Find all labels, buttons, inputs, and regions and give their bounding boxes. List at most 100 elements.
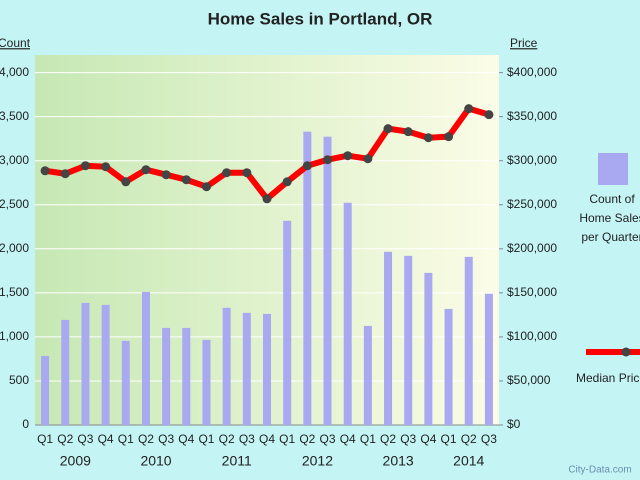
x-tick-label: Q3: [239, 432, 255, 446]
x-tick-label: Q3: [77, 432, 93, 446]
price-marker: [302, 161, 312, 171]
price-marker: [101, 162, 111, 172]
x-tick-label: Q1: [441, 432, 457, 446]
x-tick-label: Q4: [259, 432, 275, 446]
y2-tick-label: $350,000: [507, 109, 557, 123]
price-marker: [121, 177, 131, 187]
price-marker: [262, 194, 272, 204]
price-marker: [343, 151, 353, 161]
x-tick-label: Q4: [178, 432, 194, 446]
price-marker: [242, 168, 252, 178]
bar: [464, 256, 473, 425]
bar: [444, 308, 453, 425]
bar: [81, 302, 90, 425]
y-tick-label: 4,000: [0, 65, 29, 79]
bar: [162, 327, 171, 425]
x-tick-label: Q1: [279, 432, 295, 446]
x-tick-label: Q3: [158, 432, 174, 446]
y-axis-label: Count: [0, 36, 31, 50]
x-tick-label: Q3: [320, 432, 336, 446]
year-label: 2009: [60, 453, 91, 469]
year-label: 2011: [222, 453, 252, 469]
y-tick-label: 2,500: [0, 197, 29, 211]
price-marker: [383, 124, 393, 134]
bar: [283, 220, 292, 425]
bar: [202, 339, 211, 425]
y-tick-label: 3,000: [0, 153, 29, 167]
y-tick-label: 500: [9, 373, 29, 387]
year-label: 2014: [453, 453, 484, 469]
legend-label-box: Count of Home Sales per Quarter: [579, 192, 640, 244]
y-tick-label: 0: [22, 417, 29, 431]
x-tick-label: Q1: [37, 432, 53, 446]
bar: [121, 340, 130, 425]
x-tick-label: Q2: [138, 432, 154, 446]
bar: [384, 251, 393, 425]
y2-tick-label: $50,000: [507, 373, 551, 387]
x-tick-label: Q2: [461, 432, 477, 446]
y-tick-label: 3,500: [0, 109, 29, 123]
x-tick-label: Q2: [219, 432, 235, 446]
price-marker: [423, 133, 433, 143]
x-tick-label: Q1: [118, 432, 134, 446]
bar: [484, 293, 493, 425]
bar: [222, 307, 231, 425]
bar: [182, 327, 191, 425]
price-marker: [363, 154, 373, 164]
year-label: 2010: [140, 453, 171, 469]
y2-tick-label: $200,000: [507, 241, 557, 255]
legend-marker: [621, 347, 631, 357]
year-label: 2012: [302, 453, 333, 469]
legend-label: Median Price: [576, 371, 640, 385]
bar: [101, 304, 110, 425]
x-tick-label: Q2: [299, 432, 315, 446]
x-tick-label: Q4: [420, 432, 436, 446]
year-label: 2013: [383, 453, 414, 469]
x-tick-label: Q4: [340, 432, 356, 446]
price-marker: [484, 110, 494, 120]
price-marker: [181, 175, 191, 185]
bar: [343, 202, 352, 425]
price-marker: [444, 132, 454, 142]
y-tick-label: 2,000: [0, 241, 29, 255]
chart-title: Home Sales in Portland, OR: [208, 9, 433, 28]
price-marker: [80, 161, 90, 171]
x-tick-label: Q3: [400, 432, 416, 446]
bar: [242, 312, 251, 425]
x-tick-label: Q1: [198, 432, 214, 446]
price-marker: [141, 165, 151, 175]
legend-swatch: [598, 153, 628, 185]
price-marker: [201, 182, 211, 192]
price-marker: [60, 169, 70, 179]
price-marker: [161, 170, 171, 180]
y2-tick-label: $400,000: [507, 65, 557, 79]
y2-tick-label: $100,000: [507, 329, 557, 343]
x-tick-label: Q2: [380, 432, 396, 446]
bar: [363, 325, 372, 425]
bar: [61, 319, 70, 425]
x-tick-label: Q3: [481, 432, 497, 446]
bar: [263, 313, 271, 425]
y2-tick-label: $300,000: [507, 153, 557, 167]
watermark: City-Data.com: [568, 465, 631, 476]
y2-tick-label: $250,000: [507, 197, 557, 211]
bar: [424, 272, 433, 425]
price-marker: [464, 104, 474, 114]
bar: [303, 131, 312, 425]
price-marker: [282, 177, 292, 187]
price-marker: [323, 155, 333, 165]
price-marker: [40, 166, 50, 176]
legend-label: Count of Home Sales per Quarter: [579, 192, 640, 244]
bar: [41, 355, 50, 425]
y-tick-label: 1,500: [0, 285, 29, 299]
y2-tick-label: $0: [507, 417, 521, 431]
price-marker: [222, 168, 232, 178]
x-tick-label: Q4: [98, 432, 114, 446]
bar: [141, 291, 150, 425]
bar: [404, 255, 413, 425]
bar: [323, 136, 332, 425]
price-marker: [403, 127, 413, 137]
y-tick-label: 1,000: [0, 329, 29, 343]
y2-axis-label: Price: [510, 36, 538, 50]
